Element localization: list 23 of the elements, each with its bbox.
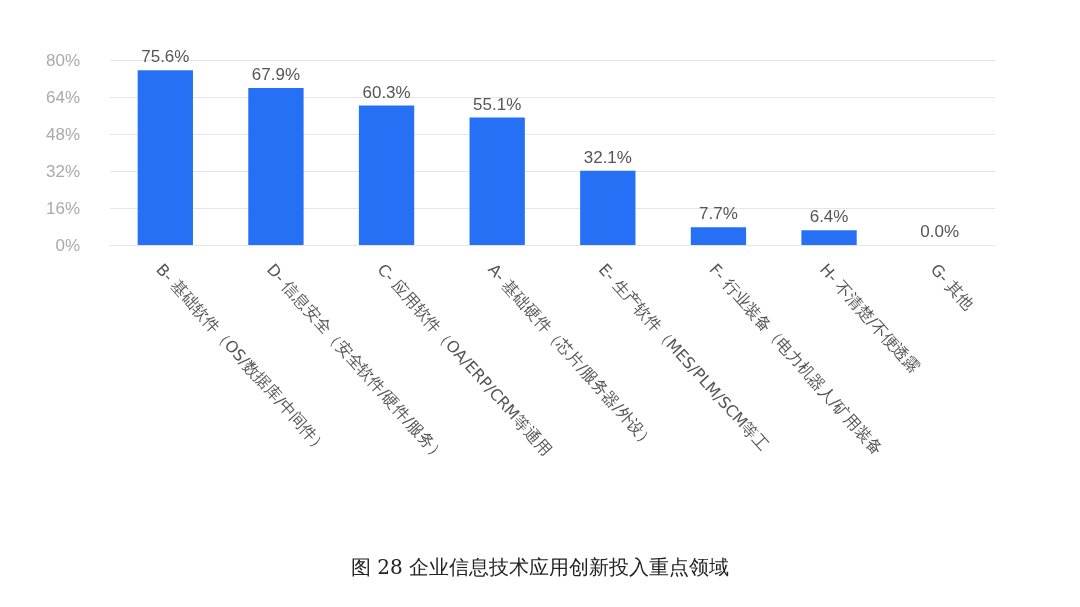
y-tick-label: 48%: [45, 124, 80, 144]
y-tick-label: 80%: [45, 50, 80, 70]
bar: [248, 87, 304, 245]
bar: [801, 230, 857, 245]
y-tick-label: 16%: [45, 198, 80, 218]
y-tick-label: 64%: [45, 87, 80, 107]
data-label: 67.9%: [251, 64, 301, 84]
x-tick-label: G- 其他: [926, 260, 978, 314]
data-label: 32.1%: [583, 147, 632, 167]
y-tick-label: 0%: [55, 235, 80, 255]
data-label: 7.7%: [699, 204, 738, 224]
text: 图 28 企业信息技术应用创新投入重点领域: [350, 555, 730, 579]
bar: [137, 70, 193, 245]
data-label: 6.4%: [809, 207, 849, 227]
bar: [580, 170, 636, 245]
data-label: 55.1%: [473, 94, 522, 114]
bar: [358, 105, 415, 245]
bar: [690, 227, 747, 245]
y-tick-label: 32%: [45, 161, 80, 181]
data-label: 75.6%: [141, 47, 190, 67]
bar: [469, 117, 525, 245]
data-label: 0.0%: [920, 222, 960, 241]
data-label: 60.3%: [362, 82, 411, 102]
